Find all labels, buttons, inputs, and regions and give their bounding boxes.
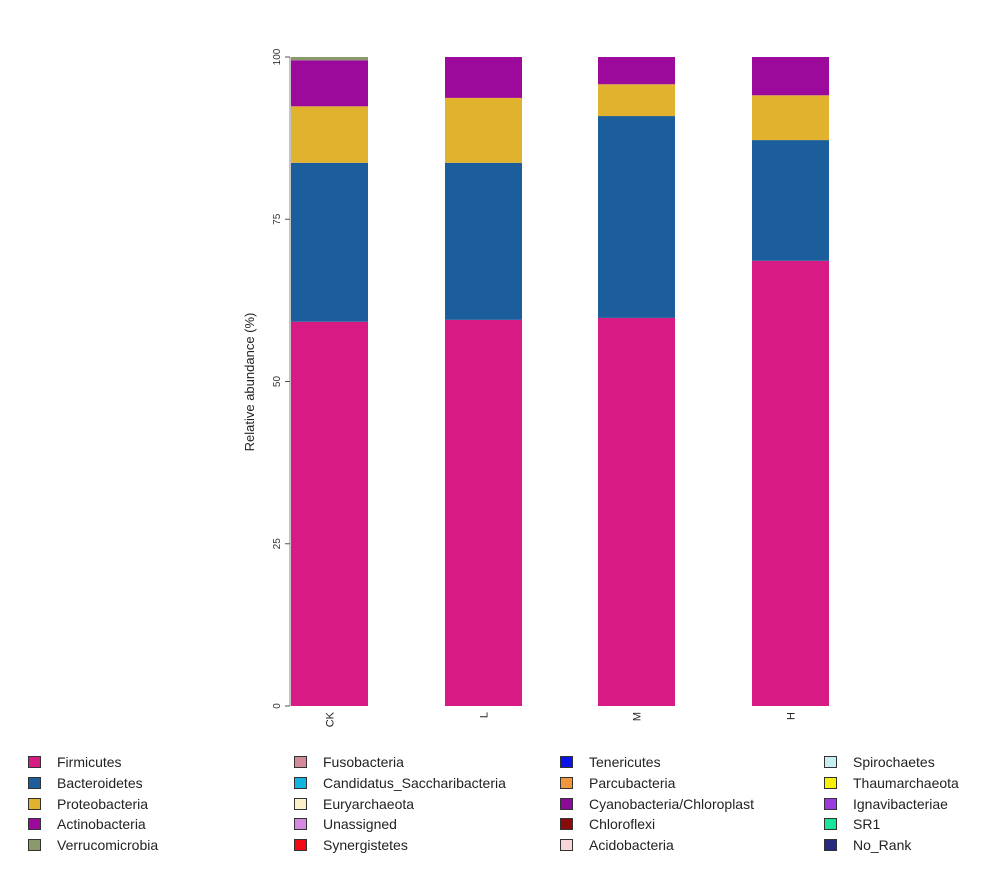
legend-color-key: [560, 797, 573, 810]
bar-segment-H-bacteroidetes: [752, 140, 829, 261]
legend-item: Ignavibacteriae: [824, 793, 959, 814]
legend-label: Verrucomicrobia: [57, 837, 159, 854]
legend-color-key: [28, 756, 41, 769]
legend-color-key: [28, 839, 41, 852]
x-tick-labels: CK L M H: [325, 711, 798, 727]
legend-item: Actinobacteria: [28, 814, 158, 835]
bars-layer: [291, 57, 829, 706]
legend-color-key: [294, 777, 307, 790]
legend-item: Candidatus_Saccharibacteria: [294, 773, 506, 794]
legend-color-key: [560, 756, 573, 769]
legend-item: Synergistetes: [294, 835, 506, 856]
legend-column: Firmicutes Bacteroidetes Proteobacteria Act…: [28, 752, 158, 855]
legend-label: Cyanobacteria/Chloroplast: [589, 795, 754, 812]
legend-item: Spirochaetes: [824, 752, 959, 773]
legend-color-key: [824, 797, 837, 810]
y-ticks: 0 25 50 75 100: [272, 48, 290, 709]
legend-item: Acidobacteria: [560, 835, 754, 856]
bar-segment-CK-bacteroidetes: [291, 162, 368, 322]
bar-segment-L-actinobacteria: [445, 57, 522, 98]
legend-label: Synergistetes: [323, 837, 408, 854]
legend-label: No_Rank: [853, 837, 912, 854]
legend-column: Tenericutes Parcubacteria Cyanobacteria/Ch…: [560, 752, 754, 855]
legend-color-key: [824, 756, 837, 769]
legend-color-key: [824, 818, 837, 831]
legend-color-key: [560, 818, 573, 831]
legend-item: Euryarchaeota: [294, 793, 506, 814]
legend-color-key: [294, 818, 307, 831]
legend-column: Fusobacteria Candidatus_Saccharibacteria E…: [294, 752, 506, 855]
bar-segment-M-actinobacteria: [598, 57, 675, 85]
bar-segment-CK-firmicutes: [291, 321, 368, 706]
y-axis-title: Relative abundance (%): [242, 313, 257, 452]
legend-item: Cyanobacteria/Chloroplast: [560, 793, 754, 814]
legend-color-key: [824, 777, 837, 790]
legend-label: SR1: [853, 816, 881, 833]
legend-item: Chloroflexi: [560, 814, 754, 835]
legend-color-key: [294, 839, 307, 852]
legend-label: Euryarchaeota: [323, 795, 415, 812]
x-tick-label-h: H: [786, 712, 798, 720]
bar-segment-CK-verrucomicrobia: [291, 57, 368, 61]
legend-item: No_Rank: [824, 835, 959, 856]
bar-segment-H-actinobacteria: [752, 57, 829, 96]
legend-label: Firmicutes: [57, 754, 122, 771]
legend-item: Tenericutes: [560, 752, 754, 773]
bar-segment-CK-actinobacteria: [291, 60, 368, 107]
legend-label: Chloroflexi: [589, 816, 656, 833]
legend-label: Candidatus_Saccharibacteria: [323, 775, 506, 792]
y-tick-label: 0: [272, 703, 283, 709]
stacked-bar-chart: 0 25 50 75 100 CK L M H Relative abundance (%): [242, 48, 829, 727]
legend-label: Actinobacteria: [57, 816, 146, 833]
bar-segment-L-bacteroidetes: [445, 162, 522, 320]
legend-item: Verrucomicrobia: [28, 835, 158, 856]
legend-label: Ignavibacteriae: [853, 795, 948, 812]
legend-label: Parcubacteria: [589, 775, 676, 792]
bar-segment-H-firmicutes: [752, 260, 829, 706]
legend-label: Acidobacteria: [589, 837, 674, 854]
legend-label: Unassigned: [323, 816, 397, 833]
legend-color-key: [294, 756, 307, 769]
legend-color-key: [28, 797, 41, 810]
legend-label: Tenericutes: [589, 754, 661, 771]
legend: Firmicutes Bacteroidetes Proteobacteria Act…: [0, 752, 1000, 862]
legend-column: Spirochaetes Thaumarchaeota Ignavibacteria…: [824, 752, 959, 855]
legend-color-key: [824, 839, 837, 852]
y-tick-label: 50: [272, 376, 283, 388]
y-tick-label: 75: [272, 213, 283, 225]
legend-color-key: [28, 777, 41, 790]
legend-label: Thaumarchaeota: [853, 775, 959, 792]
bar-segment-M-proteobacteria: [598, 84, 675, 117]
legend-color-key: [28, 818, 41, 831]
bar-segment-M-bacteroidetes: [598, 116, 675, 318]
legend-item: Fusobacteria: [294, 752, 506, 773]
bar-segment-CK-proteobacteria: [291, 106, 368, 163]
legend-color-key: [560, 777, 573, 790]
bar-segment-L-firmicutes: [445, 319, 522, 706]
legend-item: Thaumarchaeota: [824, 773, 959, 794]
legend-label: Fusobacteria: [323, 754, 404, 771]
bar-segment-M-firmicutes: [598, 317, 675, 706]
bar-segment-H-proteobacteria: [752, 95, 829, 141]
legend-item: Bacteroidetes: [28, 773, 158, 794]
legend-label: Spirochaetes: [853, 754, 935, 771]
legend-item: Parcubacteria: [560, 773, 754, 794]
x-tick-label-l: L: [479, 712, 491, 718]
legend-color-key: [560, 839, 573, 852]
legend-label: Bacteroidetes: [57, 775, 143, 792]
x-tick-label-ck: CK: [325, 711, 337, 727]
x-tick-label-m: M: [632, 712, 644, 721]
bar-segment-L-proteobacteria: [445, 97, 522, 163]
legend-item: Firmicutes: [28, 752, 158, 773]
legend-color-key: [294, 797, 307, 810]
y-tick-label: 25: [272, 538, 283, 550]
legend-item: Unassigned: [294, 814, 506, 835]
legend-item: Proteobacteria: [28, 793, 158, 814]
legend-label: Proteobacteria: [57, 795, 149, 812]
y-tick-label: 100: [272, 48, 283, 65]
legend-item: SR1: [824, 814, 959, 835]
